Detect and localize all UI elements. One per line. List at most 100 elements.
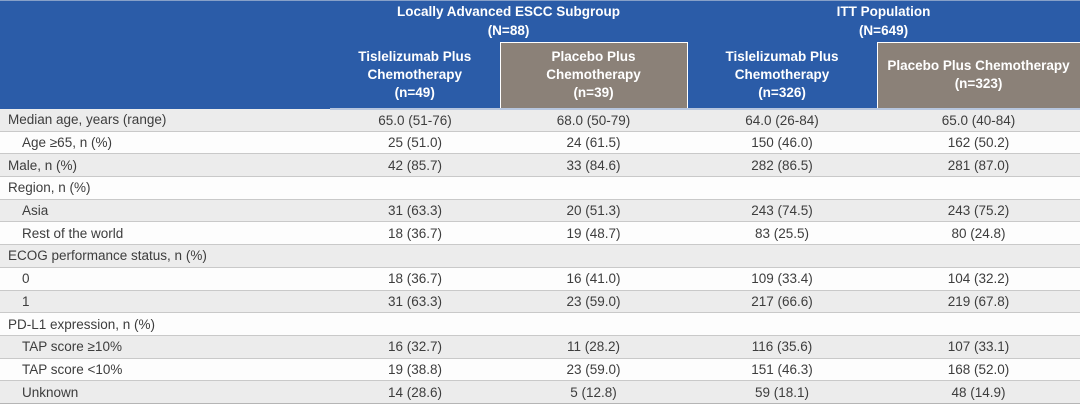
table-row-pdl1-expression: PD-L1 expression, n (%)	[0, 312, 1080, 336]
row-label: Rest of the world	[0, 221, 330, 246]
value-cell: 23 (59.0)	[500, 290, 688, 314]
table-row-tap-ge10: TAP score ≥10% 16 (32.7) 11 (28.2) 116 (…	[0, 335, 1080, 359]
arm-title: Tislelizumab Plus Chemotherapy	[725, 48, 839, 82]
group-header-itt-population: ITT Population (N=649)	[687, 0, 1080, 43]
group-title: ITT Population	[836, 4, 931, 20]
value-cell: 25 (51.0)	[330, 131, 500, 155]
row-label: PD-L1 expression, n (%)	[0, 312, 330, 336]
value-cell: 243 (75.2)	[877, 199, 1080, 223]
value-cell: 282 (86.5)	[687, 153, 878, 178]
value-cell: 107 (33.1)	[877, 335, 1080, 359]
value-cell: 151 (46.3)	[687, 358, 878, 382]
table-row-asia: Asia 31 (63.3) 20 (51.3) 243 (74.5) 243 …	[0, 199, 1080, 223]
row-label: TAP score ≥10%	[0, 335, 330, 359]
value-cell	[877, 176, 1080, 200]
row-label: TAP score <10%	[0, 358, 330, 382]
table-row-male: Male, n (%) 42 (85.7) 33 (84.6) 282 (86.…	[0, 153, 1080, 178]
value-cell	[330, 176, 500, 200]
arm-n: (n=49)	[394, 85, 435, 101]
value-cell: 59 (18.1)	[687, 380, 878, 404]
value-cell	[500, 312, 688, 336]
value-cell: 65.0 (40-84)	[877, 108, 1080, 132]
table-row-age-ge65: Age ≥65, n (%) 25 (51.0) 24 (61.5) 150 (…	[0, 131, 1080, 155]
value-cell: 65.0 (51-76)	[330, 108, 500, 132]
value-cell: 31 (63.3)	[330, 199, 500, 223]
arm-n: (n=39)	[573, 85, 614, 101]
value-cell: 243 (74.5)	[687, 199, 878, 223]
value-cell: 31 (63.3)	[330, 290, 500, 314]
value-cell: 104 (32.2)	[877, 267, 1080, 291]
arm-header-placebo-escc: Placebo Plus Chemotherapy (n=39)	[499, 42, 688, 110]
table-body: Median age, years (range) 65.0 (51-76) 6…	[0, 108, 1080, 404]
value-cell: 24 (61.5)	[500, 131, 688, 155]
corner-cell	[0, 0, 330, 109]
table-row-region: Region, n (%)	[0, 176, 1080, 200]
value-cell: 16 (41.0)	[500, 267, 688, 291]
value-cell: 18 (36.7)	[330, 267, 500, 291]
table-row-tap-unknown: Unknown 14 (28.6) 5 (12.8) 59 (18.1) 48 …	[0, 380, 1080, 404]
group-title: Locally Advanced ESCC Subgroup	[396, 4, 621, 20]
value-cell: 80 (24.8)	[877, 221, 1080, 246]
table-row-rest-of-world: Rest of the world 18 (36.7) 19 (48.7) 83…	[0, 221, 1080, 246]
row-label: Male, n (%)	[0, 153, 330, 178]
table-row-tap-lt10: TAP score <10% 19 (38.8) 23 (59.0) 151 (…	[0, 358, 1080, 382]
value-cell: 281 (87.0)	[877, 153, 1080, 178]
group-n: (N=88)	[487, 22, 530, 38]
row-label: ECOG performance status, n (%)	[0, 244, 330, 268]
value-cell: 217 (66.6)	[687, 290, 878, 314]
arm-title: Placebo Plus Chemotherapy	[546, 48, 641, 83]
value-cell: 83 (25.5)	[687, 221, 878, 246]
arm-n: (n=323)	[954, 76, 1003, 92]
arm-header-tislelizumab-escc: Tislelizumab Plus Chemotherapy (n=49)	[330, 42, 500, 110]
value-cell: 116 (35.6)	[687, 335, 878, 359]
value-cell: 48 (14.9)	[877, 380, 1080, 404]
value-cell: 5 (12.8)	[500, 380, 688, 404]
table-header: Locally Advanced ESCC Subgroup (N=88) IT…	[0, 0, 1080, 110]
value-cell: 64.0 (26-84)	[687, 108, 878, 132]
row-label: Age ≥65, n (%)	[0, 131, 330, 155]
group-header-escc-subgroup: Locally Advanced ESCC Subgroup (N=88)	[330, 0, 688, 43]
value-cell: 19 (48.7)	[500, 221, 688, 246]
value-cell: 168 (52.0)	[877, 358, 1080, 382]
value-cell	[500, 244, 688, 268]
table-row-ecog-status: ECOG performance status, n (%)	[0, 244, 1080, 268]
value-cell: 162 (50.2)	[877, 131, 1080, 155]
table-row-ecog-0: 0 18 (36.7) 16 (41.0) 109 (33.4) 104 (32…	[0, 267, 1080, 291]
row-label: 0	[0, 267, 330, 291]
value-cell: 23 (59.0)	[500, 358, 688, 382]
value-cell	[877, 312, 1080, 336]
group-n: (N=649)	[858, 22, 909, 38]
row-label: Median age, years (range)	[0, 108, 330, 132]
value-cell: 219 (67.8)	[877, 290, 1080, 314]
value-cell: 18 (36.7)	[330, 221, 500, 246]
value-cell	[330, 312, 500, 336]
value-cell	[500, 176, 688, 200]
arm-title: Placebo Plus Chemotherapy	[887, 58, 1070, 74]
value-cell: 14 (28.6)	[330, 380, 500, 404]
row-label: Region, n (%)	[0, 176, 330, 200]
value-cell: 33 (84.6)	[500, 153, 688, 178]
value-cell: 150 (46.0)	[687, 131, 878, 155]
row-label: Asia	[0, 199, 330, 223]
row-label: Unknown	[0, 380, 330, 404]
group-header-row: Locally Advanced ESCC Subgroup (N=88) IT…	[0, 0, 1080, 109]
value-cell: 42 (85.7)	[330, 153, 500, 178]
value-cell: 109 (33.4)	[687, 267, 878, 291]
arm-header-tislelizumab-itt: Tislelizumab Plus Chemotherapy (n=326)	[687, 42, 878, 110]
value-cell	[330, 244, 500, 268]
table-row-ecog-1: 1 31 (63.3) 23 (59.0) 217 (66.6) 219 (67…	[0, 290, 1080, 314]
value-cell	[687, 176, 878, 200]
row-label: 1	[0, 290, 330, 314]
value-cell	[687, 312, 878, 336]
value-cell	[687, 244, 878, 268]
arm-title: Tislelizumab Plus Chemotherapy	[358, 48, 472, 82]
value-cell	[877, 244, 1080, 268]
arm-header-row: Tislelizumab Plus Chemotherapy (n=49) Pl…	[0, 42, 1080, 110]
value-cell: 16 (32.7)	[330, 335, 500, 359]
table-row-median-age: Median age, years (range) 65.0 (51-76) 6…	[0, 108, 1080, 132]
value-cell: 19 (38.8)	[330, 358, 500, 382]
value-cell: 11 (28.2)	[500, 335, 688, 359]
arm-header-placebo-itt: Placebo Plus Chemotherapy (n=323)	[876, 42, 1080, 110]
arm-n: (n=326)	[758, 85, 806, 101]
